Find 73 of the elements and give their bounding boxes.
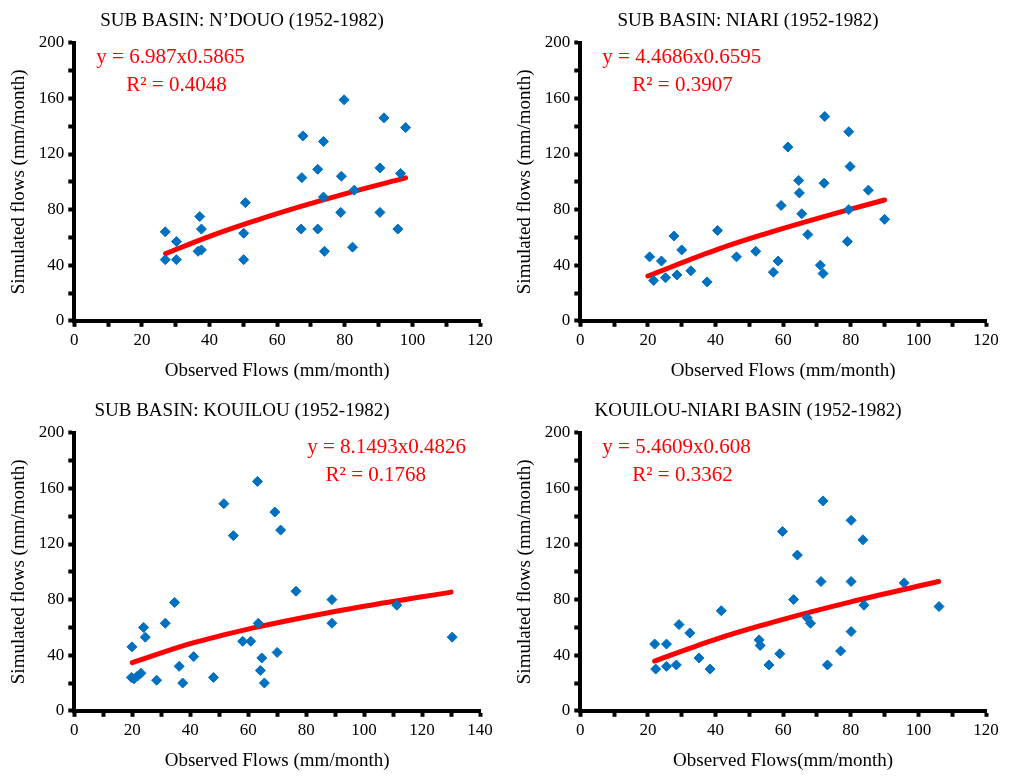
chart-title: KOUILOU-NIARI BASIN (1952-1982) <box>594 399 902 422</box>
y-tick-label: 120 <box>544 533 571 553</box>
y-tick-label: 40 <box>47 644 65 664</box>
annotation: R² = 0.1768 <box>325 461 426 486</box>
y-tick-label: 0 <box>55 310 65 330</box>
x-axis-title: Observed Flows (mm/month) <box>164 748 390 771</box>
x-tick-label: 120 <box>973 720 999 740</box>
y-tick-label: 160 <box>38 477 65 497</box>
x-tick-label: 80 <box>842 330 860 350</box>
y-tick-label: 120 <box>544 143 571 163</box>
y-tick-label: 160 <box>38 87 65 107</box>
y-tick-label: 80 <box>47 199 65 219</box>
x-tick-label: 20 <box>133 330 151 350</box>
y-axis-title: Simulated flows (mm/month) <box>7 69 30 295</box>
annotation: R² = 0.4048 <box>126 71 227 96</box>
x-tick-label: 60 <box>268 330 286 350</box>
y-tick-label: 160 <box>544 477 571 497</box>
y-tick-label: 0 <box>561 310 571 330</box>
annotation: R² = 0.3907 <box>632 71 733 96</box>
y-tick-label: 160 <box>544 87 571 107</box>
x-tick-label: 40 <box>707 720 725 740</box>
chart-title: SUB BASIN: KOUILOU (1952-1982) <box>94 399 390 422</box>
x-tick-label: 80 <box>842 720 860 740</box>
x-tick-label: 60 <box>239 720 257 740</box>
x-axis-title: Observed Flows(mm/month) <box>673 748 894 771</box>
y-tick-label: 200 <box>38 32 65 52</box>
y-tick-label: 200 <box>544 32 571 52</box>
y-tick-label: 200 <box>544 422 571 442</box>
annotation: y = 6.987x0.5865 <box>96 43 245 68</box>
x-axis-title: Observed Flows (mm/month) <box>164 358 390 381</box>
x-tick-label: 0 <box>576 330 585 350</box>
x-tick-label: 100 <box>905 330 932 350</box>
y-axis-title: Simulated flows (mm/month) <box>513 459 536 685</box>
x-tick-label: 0 <box>70 720 79 740</box>
y-tick-label: 80 <box>47 589 65 609</box>
x-tick-label: 100 <box>351 720 377 740</box>
x-tick-label: 20 <box>639 720 657 740</box>
y-tick-label: 80 <box>553 199 571 219</box>
x-tick-label: 0 <box>576 720 585 740</box>
x-tick-label: 100 <box>399 330 426 350</box>
x-tick-label: 0 <box>70 330 79 350</box>
y-tick-label: 80 <box>553 589 571 609</box>
x-tick-label: 20 <box>123 720 141 740</box>
annotation: y = 4.4686x0.6595 <box>602 43 762 68</box>
x-tick-label: 80 <box>336 330 354 350</box>
annotation: y = 8.1493x0.4826 <box>307 433 466 458</box>
x-tick-label: 60 <box>774 330 792 350</box>
y-tick-label: 200 <box>38 422 65 442</box>
annotation: R² = 0.3362 <box>632 461 733 486</box>
y-tick-label: 40 <box>553 644 571 664</box>
x-tick-label: 40 <box>707 330 725 350</box>
annotation: y = 5.4609x0.608 <box>602 433 751 458</box>
chart-title: SUB BASIN: N’DOUO (1952-1982) <box>100 9 384 32</box>
x-tick-label: 20 <box>639 330 657 350</box>
chart-title: SUB BASIN: NIARI (1952-1982) <box>617 9 879 32</box>
y-tick-label: 40 <box>47 254 65 274</box>
x-tick-label: 60 <box>774 720 792 740</box>
x-axis-title: Observed Flows (mm/month) <box>670 358 896 381</box>
x-tick-label: 40 <box>181 720 199 740</box>
x-tick-label: 120 <box>467 330 493 350</box>
x-tick-label: 120 <box>409 720 435 740</box>
y-tick-label: 0 <box>561 700 571 720</box>
y-tick-label: 40 <box>553 254 571 274</box>
y-tick-label: 120 <box>38 143 65 163</box>
y-tick-label: 0 <box>55 700 65 720</box>
y-axis-title: Simulated flows (mm/month) <box>513 69 536 295</box>
x-tick-label: 100 <box>905 720 932 740</box>
y-axis-title: Simulated flows (mm/month) <box>7 459 30 685</box>
x-tick-label: 120 <box>973 330 999 350</box>
x-tick-label: 80 <box>297 720 315 740</box>
y-tick-label: 120 <box>38 533 65 553</box>
x-tick-label: 40 <box>201 330 219 350</box>
x-tick-label: 140 <box>467 720 493 740</box>
